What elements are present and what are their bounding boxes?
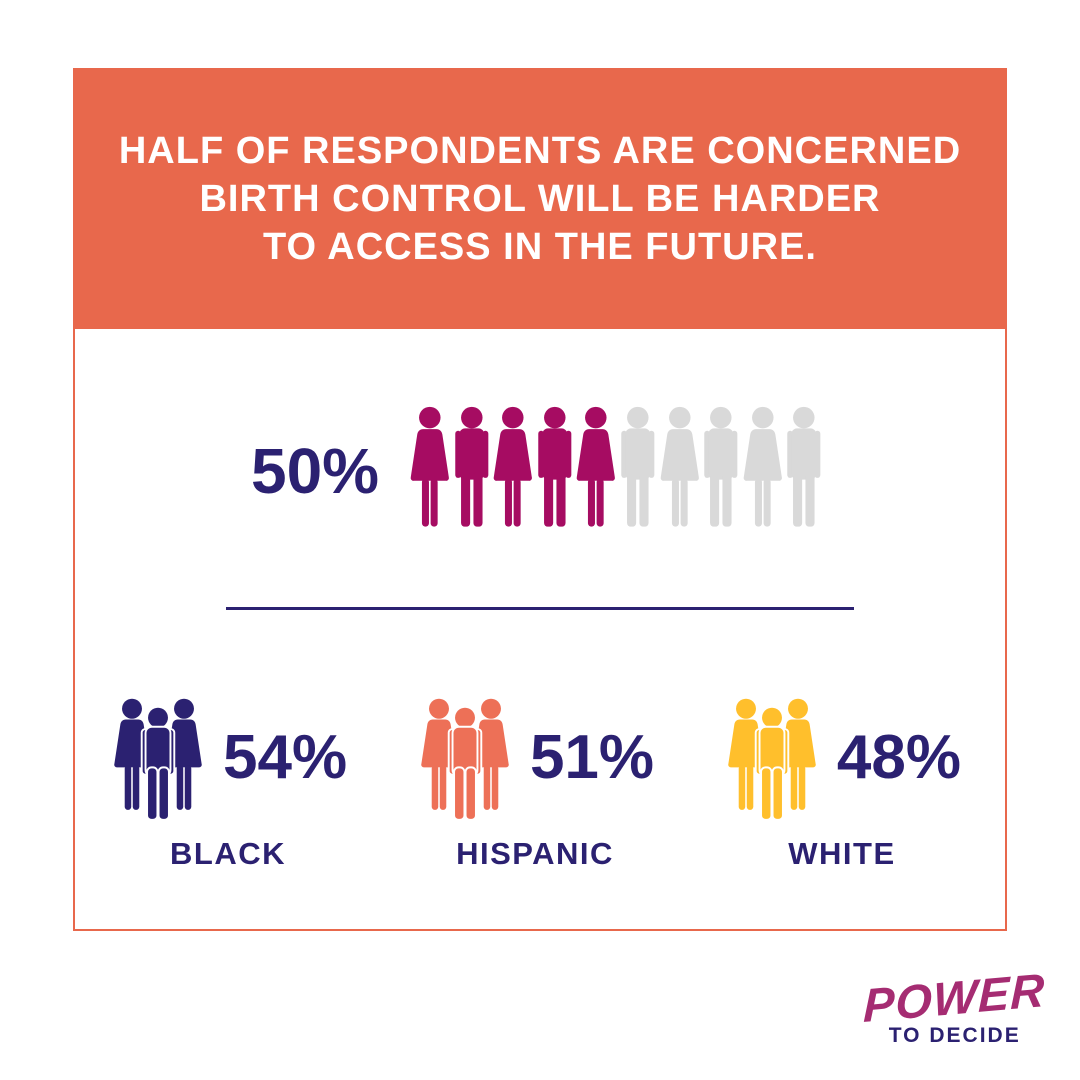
- power-to-decide-logo: POWER TO DECIDE: [863, 963, 1046, 1048]
- group-white-pictograph: [723, 698, 823, 822]
- group-hispanic: 51% HISPANIC: [416, 698, 654, 872]
- header-line-2: BIRTH CONTROL WILL BE HARDER: [199, 178, 881, 220]
- group-black-pictograph: [109, 698, 209, 822]
- group-hispanic-percent: 51%: [529, 722, 655, 792]
- group-black-label: BLACK: [170, 836, 287, 871]
- infographic-box: HALF OF RESPONDENTS ARE CONCERNED BIRTH …: [73, 68, 1007, 931]
- group-black-stat: 54%: [109, 698, 347, 822]
- group-white-percent: 48%: [836, 722, 961, 792]
- overall-pictograph-row: [405, 406, 829, 530]
- person-male-icon: [135, 707, 181, 822]
- person-male-icon: [749, 707, 795, 822]
- group-white-stat: 48%: [723, 698, 961, 822]
- divider-line: [226, 607, 854, 610]
- logo-tagline-text: TO DECIDE: [888, 1024, 1021, 1047]
- demographic-groups-section: 54% BLACK 51% HISPANIC 48% WHITE: [75, 610, 1005, 872]
- person-male-icon: [779, 406, 829, 530]
- group-white: 48% WHITE: [723, 698, 961, 872]
- person-male-icon: [442, 707, 488, 822]
- overall-stat-section: 50%: [75, 329, 1005, 607]
- group-white-label: WHITE: [788, 836, 896, 871]
- logo-brand-text: POWER: [863, 962, 1047, 1032]
- header-banner: HALF OF RESPONDENTS ARE CONCERNED BIRTH …: [74, 69, 1006, 329]
- group-hispanic-pictograph: [416, 698, 516, 822]
- group-black-percent: 54%: [223, 722, 348, 792]
- header-line-3: TO ACCESS IN THE FUTURE.: [263, 226, 817, 268]
- header-line-1: HALF OF RESPONDENTS ARE CONCERNED: [118, 130, 962, 172]
- group-black: 54% BLACK: [109, 698, 347, 872]
- group-hispanic-label: HISPANIC: [456, 836, 614, 871]
- group-hispanic-stat: 51%: [416, 698, 654, 822]
- overall-percent-value: 50%: [250, 435, 380, 507]
